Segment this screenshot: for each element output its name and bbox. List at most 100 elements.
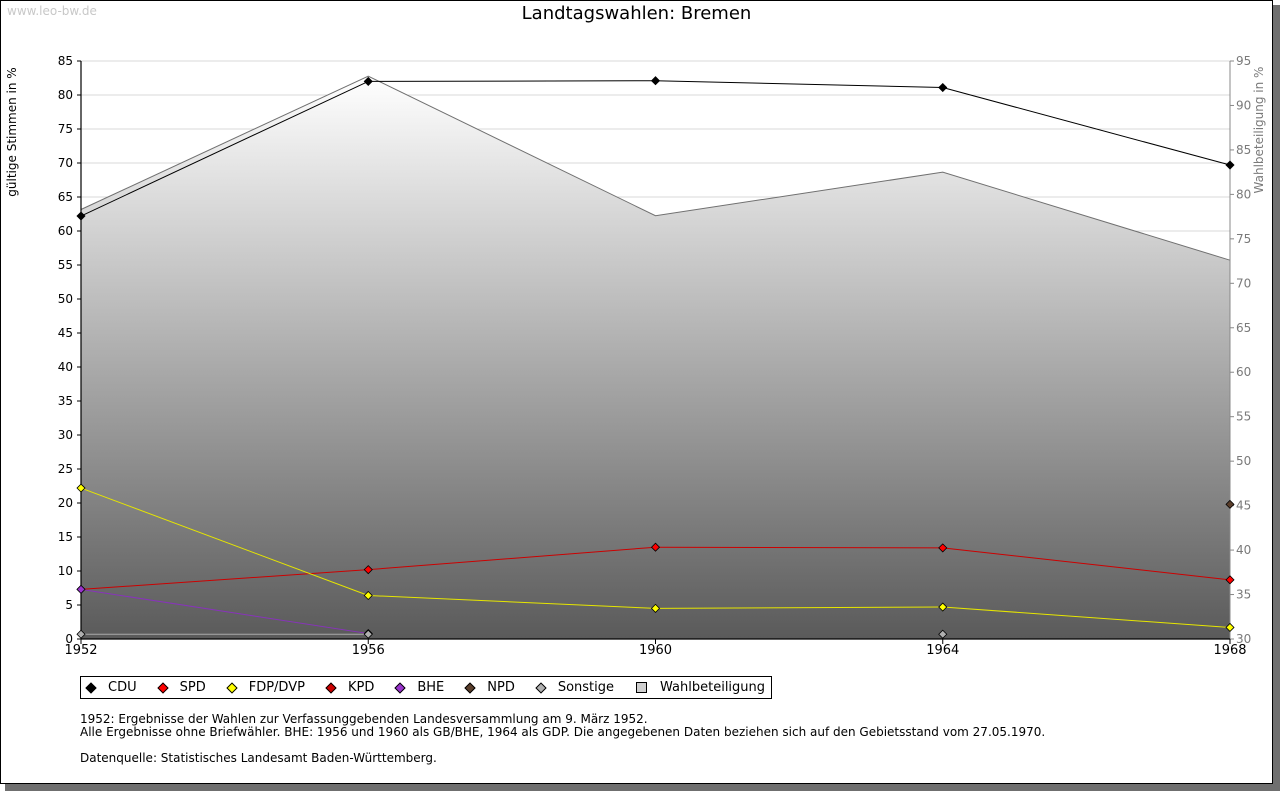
data-point-sonstige-1956 [363,629,373,639]
axes: 0 5 10 15 20 25 30 35 40 45 50 55 60 65 70 75 80 85 30 35 40… [58,54,1252,658]
y-tick-label-0: 0 [65,632,73,646]
legend-item-cdu: CDU [85,680,137,695]
data-point-spd-1968 [1225,575,1235,585]
y-tick-label-40: 40 [58,360,73,374]
y2-tick-label-35: 35 [1236,588,1251,602]
data-point-cdu-1952 [76,211,86,221]
x-tick-label-1960: 1960 [639,643,672,658]
legend-item-bhe: BHE [394,680,445,695]
y-axis-label: gültige Stimmen in % [5,67,19,196]
watermark: www.leo-bw.de [7,4,97,18]
data-point-cdu-1956 [363,76,373,86]
frame-shadow-bottom [5,784,1280,791]
chart-title: Landtagswahlen: Bremen [521,3,752,24]
note-line-1: 1952: Ergebnisse der Wahlen zur Verfassu… [80,712,648,726]
y-tick-label-65: 65 [58,190,73,204]
y2-tick-label-90: 90 [1236,98,1251,112]
y-tick-label-75: 75 [58,122,73,136]
y2-tick-label-75: 75 [1236,232,1251,246]
data-point-cdu-1964 [938,82,948,93]
y2-tick-label-55: 55 [1236,410,1251,424]
legend-marker-spd [156,681,169,694]
y-tick-label-35: 35 [58,394,73,408]
y2-axis-label: Wahlbeteiligung in % [1252,67,1266,194]
legend: CDU SPD FDP/DVP KPD BHE NPD Sonstige Wah… [80,676,773,699]
y-tick-label-55: 55 [58,258,73,272]
chart-notes: 1952: Ergebnisse der Wahlen zur Verfassu… [80,713,1045,765]
data-point-sonstige-1964 [938,629,948,639]
y2-tick-label-80: 80 [1236,187,1251,201]
legend-item-wahlbeteiligung: Wahlbeteiligung [636,680,765,695]
legend-marker-fdp [226,681,238,694]
x-tick-label-1956: 1956 [352,643,385,658]
legend-marker-bhe [394,681,406,694]
legend-marker-cdu [85,681,97,694]
series-line-fdp-dvp [80,487,369,596]
legend-label-wahlbeteiligung: Wahlbeteiligung [660,680,766,695]
data-point-sonstige-1952 [76,629,86,639]
series-line-spd [80,569,369,590]
data-point-spd-1964 [938,543,948,553]
series-line-spd [368,546,656,571]
y-tick-label-20: 20 [58,496,73,510]
data-point-bhe-1952 [76,584,86,594]
turnout-area [80,75,1231,640]
legend-marker-kpd [325,681,337,694]
legend-marker-sonstige [535,681,547,694]
data-point-fdp-dvp-1952 [76,483,86,493]
legend-label-kpd: KPD [347,680,375,695]
y-tick-label-15: 15 [58,530,73,544]
y-tick-label-25: 25 [58,462,73,476]
data-point-fdp-dvp-1968 [1225,622,1235,633]
y-tick-label-45: 45 [58,326,73,340]
legend-marker-wahlbeteiligung [636,682,648,693]
series-line-spd [942,547,1231,581]
x-tick-label-1968: 1968 [1213,643,1246,658]
series-line-cdu [942,87,1231,166]
y2-tick-label-95: 95 [1236,54,1251,68]
series-line-bhe [80,588,369,635]
data-point-cdu-1968 [1225,160,1235,170]
series-line-fdp-dvp [368,594,656,609]
legend-item-npd: NPD [464,680,515,695]
y-tick-label-30: 30 [58,428,73,442]
y-tick-label-5: 5 [65,598,73,612]
y-tick-label-10: 10 [58,564,73,578]
legend-label-bhe: BHE [417,680,445,695]
y2-tick-label-85: 85 [1236,143,1251,157]
y-tick-label-60: 60 [58,224,73,238]
series-line-cdu [655,80,943,89]
data-point-spd-1956 [363,565,373,575]
legend-label-fdp: FDP/DVP [248,680,305,695]
y2-tick-label-45: 45 [1236,499,1251,513]
data-point-fdp-dvp-1956 [363,590,373,601]
y-tick-label-80: 80 [58,88,73,102]
note-line-2: Alle Ergebnisse ohne Briefwähler. BHE: 1… [80,725,1046,739]
frame-shadow-right [1273,5,1280,791]
legend-item-spd: SPD [156,680,206,695]
y-tick-label-50: 50 [58,292,73,306]
legend-label-cdu: CDU [108,680,137,695]
x-tick-label-1964: 1964 [926,643,959,658]
data-point-spd-1960 [650,542,661,552]
y-tick-label-85: 85 [58,54,73,68]
series-line-cdu [368,80,656,82]
legend-item-kpd: KPD [325,680,375,695]
y2-tick-label-50: 50 [1236,454,1251,468]
legend-label-sonstige: Sonstige [557,680,615,695]
series-line-fdp-dvp [942,606,1231,628]
data-point-npd-1968 [1225,499,1235,509]
data-point-fdp-dvp-1960 [650,603,661,613]
series-line-fdp-dvp [655,606,943,609]
legend-marker-npd [464,681,476,694]
data-source: Datenquelle: Statistisches Landesamt Bad… [80,751,437,765]
y2-tick-label-70: 70 [1236,276,1251,290]
x-tick-label-1952: 1952 [64,643,97,658]
series-line-spd [655,546,943,549]
legend-item-fdp: FDP/DVP [226,680,305,695]
chart-canvas: 0 5 10 15 20 25 30 35 40 45 50 55 60 65 70 75 80 85 30 35 40… [5,54,1266,658]
series-group [76,76,1235,639]
legend-item-sonstige: Sonstige [535,680,615,695]
y2-tick-label-60: 60 [1236,365,1251,379]
y2-tick-label-30: 30 [1236,632,1251,646]
